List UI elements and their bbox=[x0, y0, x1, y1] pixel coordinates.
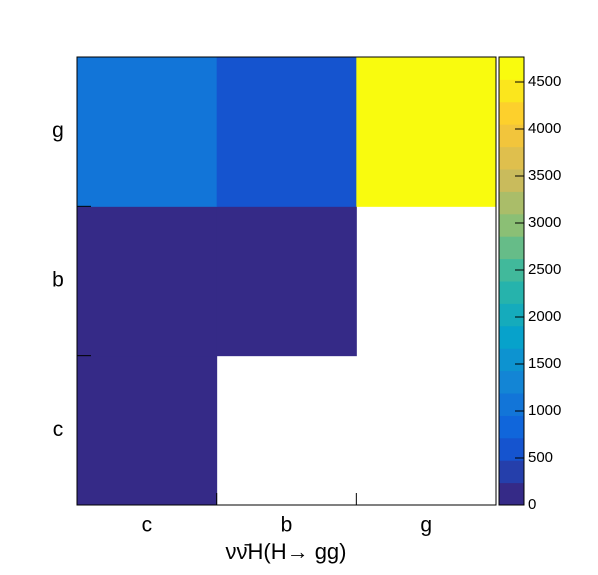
colorbar-band bbox=[499, 348, 524, 372]
y-tick-label: c bbox=[53, 418, 64, 441]
colorbar-band bbox=[499, 460, 524, 484]
colorbar-tick-label: 2000 bbox=[528, 308, 561, 325]
colorbar-tick-label: 0 bbox=[528, 496, 536, 513]
colorbar-band bbox=[499, 79, 524, 103]
colorbar-frame bbox=[498, 56, 525, 506]
x-tick-label: b bbox=[281, 514, 293, 537]
y-tick-label: g bbox=[52, 119, 64, 142]
colorbar-tick-label: 1500 bbox=[528, 355, 561, 372]
heatmap-cell bbox=[77, 355, 218, 506]
colorbar-band bbox=[499, 57, 524, 80]
colorbar-tick-label: 1000 bbox=[528, 402, 561, 419]
colorbar-band bbox=[499, 415, 524, 439]
y-tick-label: b bbox=[52, 269, 64, 292]
colorbar-band bbox=[499, 393, 524, 416]
colorbar-band bbox=[499, 101, 524, 125]
colorbar-band bbox=[499, 325, 524, 349]
heatmap-cell bbox=[77, 57, 218, 207]
colorbar-band bbox=[499, 213, 524, 237]
x-tick-label: c bbox=[142, 514, 153, 537]
colorbar-band bbox=[499, 124, 524, 148]
heatmap-cell bbox=[77, 206, 218, 357]
x-axis-title: νν̄H(H→ gg) bbox=[225, 539, 346, 564]
colorbar-band bbox=[499, 169, 524, 192]
colorbar-tick-label: 3000 bbox=[528, 214, 561, 231]
heatmap-cell bbox=[216, 57, 357, 207]
colorbar-tick-label: 3500 bbox=[528, 167, 561, 184]
plot-frame bbox=[76, 56, 497, 506]
colorbar-tick-label: 4500 bbox=[528, 73, 561, 90]
colorbar-band bbox=[499, 191, 524, 215]
x-tick-label: g bbox=[420, 514, 432, 537]
colorbar-tick-label: 4000 bbox=[528, 120, 561, 137]
colorbar-band bbox=[499, 281, 524, 304]
colorbar-band bbox=[499, 437, 524, 461]
heatmap-cell bbox=[216, 206, 357, 357]
colorbar-band bbox=[499, 258, 524, 282]
colorbar-band bbox=[499, 146, 524, 170]
colorbar-band bbox=[499, 482, 524, 506]
colorbar-tick-label: 500 bbox=[528, 449, 553, 466]
colorbar-tick-label: 2500 bbox=[528, 261, 561, 278]
colorbar-band bbox=[499, 236, 524, 260]
colorbar-band bbox=[499, 303, 524, 327]
heatmap-cell bbox=[356, 57, 497, 207]
colorbar-band bbox=[499, 370, 524, 394]
